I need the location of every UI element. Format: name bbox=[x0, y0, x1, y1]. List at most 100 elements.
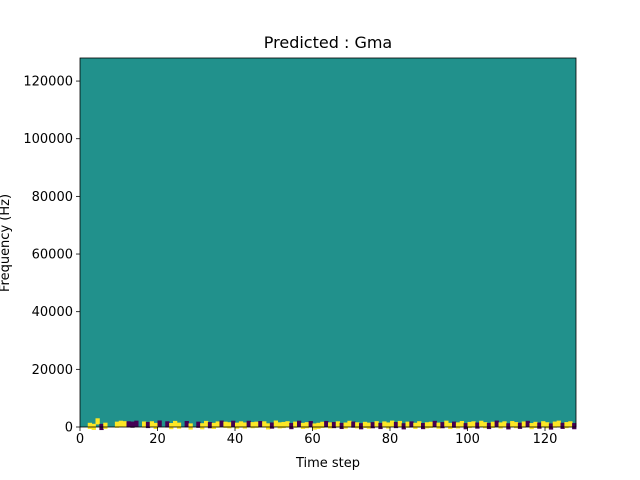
heatmap-cell bbox=[281, 421, 286, 429]
heatmap-cell bbox=[479, 420, 484, 427]
plot-frame bbox=[79, 57, 577, 428]
y-tick-label: 120000 bbox=[23, 75, 73, 90]
heatmap-cell bbox=[393, 421, 399, 429]
x-tick-label: 60 bbox=[304, 432, 321, 447]
heatmap-cell bbox=[459, 420, 465, 428]
heatmap-cell bbox=[242, 422, 248, 429]
heatmap-cell bbox=[165, 421, 170, 428]
heatmap-cell bbox=[397, 420, 403, 428]
heatmap-cell bbox=[483, 422, 488, 429]
heatmap-cell bbox=[134, 420, 139, 427]
heatmap-cell bbox=[308, 421, 313, 428]
heatmap-cell bbox=[304, 422, 310, 429]
heatmap-cell bbox=[114, 421, 120, 428]
chart-title: Predicted : Gma bbox=[264, 33, 392, 52]
heatmap-cell bbox=[312, 423, 317, 430]
x-axis-label: Time step bbox=[295, 456, 360, 471]
heatmap-cell bbox=[568, 421, 573, 428]
heatmap-cell bbox=[455, 422, 461, 429]
x-tick-label: 80 bbox=[382, 432, 399, 447]
heatmap-cell bbox=[502, 421, 507, 428]
heatmap-cell bbox=[223, 421, 228, 428]
heatmap-cell bbox=[122, 421, 127, 428]
heatmap-cell bbox=[486, 422, 492, 430]
heatmap-cell bbox=[362, 421, 368, 428]
heatmap-cell bbox=[498, 422, 503, 429]
heatmap-cell bbox=[494, 420, 499, 427]
heatmap-cell bbox=[95, 418, 100, 425]
heatmap-cell bbox=[254, 421, 259, 428]
heatmap-cell bbox=[525, 420, 530, 427]
heatmap-cell bbox=[448, 422, 453, 430]
heatmap-cell bbox=[335, 421, 341, 428]
heatmap-cell bbox=[145, 421, 151, 429]
heatmap-cell bbox=[273, 420, 279, 427]
heatmap-cell bbox=[436, 422, 441, 429]
heatmap-cell bbox=[541, 421, 546, 428]
heatmap-cell bbox=[258, 421, 263, 428]
heatmap-cell bbox=[235, 422, 240, 429]
y-tick-label: 40000 bbox=[32, 305, 73, 320]
x-tick-label: 0 bbox=[76, 432, 84, 447]
heatmap-cell bbox=[556, 420, 561, 427]
heatmap-cell bbox=[506, 423, 511, 430]
heatmap-cell bbox=[200, 423, 205, 430]
heatmap-cell bbox=[467, 421, 472, 429]
heatmap-cell bbox=[169, 423, 174, 430]
heatmap-cell bbox=[269, 422, 275, 429]
heatmap-cell bbox=[413, 422, 418, 429]
heatmap-cell bbox=[366, 422, 372, 429]
heatmap-cell bbox=[157, 420, 162, 427]
heatmap-cell bbox=[548, 423, 554, 430]
x-tick-label: 100 bbox=[455, 432, 480, 447]
heatmap-cell bbox=[300, 422, 306, 429]
heatmap-cell bbox=[382, 421, 387, 428]
heatmap-cell bbox=[343, 422, 348, 429]
heatmap-cell bbox=[370, 422, 375, 429]
x-axis: 0 20 40 60 80 100 120 bbox=[76, 427, 557, 447]
heatmap-cell bbox=[331, 421, 337, 429]
y-axis: 0 20000 40000 60000 80000 100000 120000 bbox=[23, 75, 80, 436]
heatmap-cell bbox=[87, 422, 93, 429]
heatmap-cell bbox=[514, 422, 519, 429]
heatmap-cell bbox=[211, 422, 217, 430]
heatmap-cell bbox=[118, 420, 124, 427]
heatmap-cell bbox=[432, 420, 437, 427]
heatmap-cell bbox=[320, 421, 325, 428]
heatmap-cell bbox=[142, 421, 147, 428]
heatmap-cell bbox=[386, 422, 391, 429]
heatmap-plot-area bbox=[79, 57, 577, 431]
y-tick-label: 80000 bbox=[32, 190, 73, 205]
heatmap-cell bbox=[510, 421, 515, 428]
heatmap-cell bbox=[231, 420, 236, 427]
heatmap-cell bbox=[328, 422, 333, 429]
y-tick-label: 100000 bbox=[23, 132, 73, 147]
heatmap-cell bbox=[401, 423, 406, 430]
heatmap-cell bbox=[227, 422, 232, 429]
heatmap-cell bbox=[215, 421, 220, 428]
heatmap-cell bbox=[262, 421, 267, 428]
y-tick-label: 20000 bbox=[32, 363, 73, 378]
x-tick-label: 40 bbox=[227, 432, 244, 447]
heatmap-cell bbox=[188, 423, 193, 430]
heatmap-cell bbox=[339, 422, 344, 430]
heatmap-cell bbox=[417, 421, 422, 428]
heatmap-cell bbox=[409, 421, 414, 428]
heatmap-cell bbox=[537, 422, 542, 429]
heatmap-cell bbox=[378, 422, 383, 430]
heatmap-cell bbox=[176, 422, 182, 429]
heatmap-cell bbox=[444, 420, 449, 427]
heatmap-cell bbox=[517, 422, 523, 429]
y-tick-label: 60000 bbox=[32, 248, 73, 263]
heatmap-background bbox=[80, 58, 576, 427]
heatmap-cell bbox=[246, 420, 251, 427]
heatmap-cell bbox=[184, 421, 189, 428]
heatmap-cell bbox=[293, 421, 298, 428]
heatmap-cell bbox=[103, 422, 108, 429]
heatmap-cell bbox=[207, 422, 213, 429]
heatmap-cell bbox=[452, 421, 457, 428]
heatmap-cell bbox=[374, 421, 379, 428]
y-tick-label: 0 bbox=[65, 421, 73, 436]
heatmap-cell bbox=[428, 421, 434, 428]
